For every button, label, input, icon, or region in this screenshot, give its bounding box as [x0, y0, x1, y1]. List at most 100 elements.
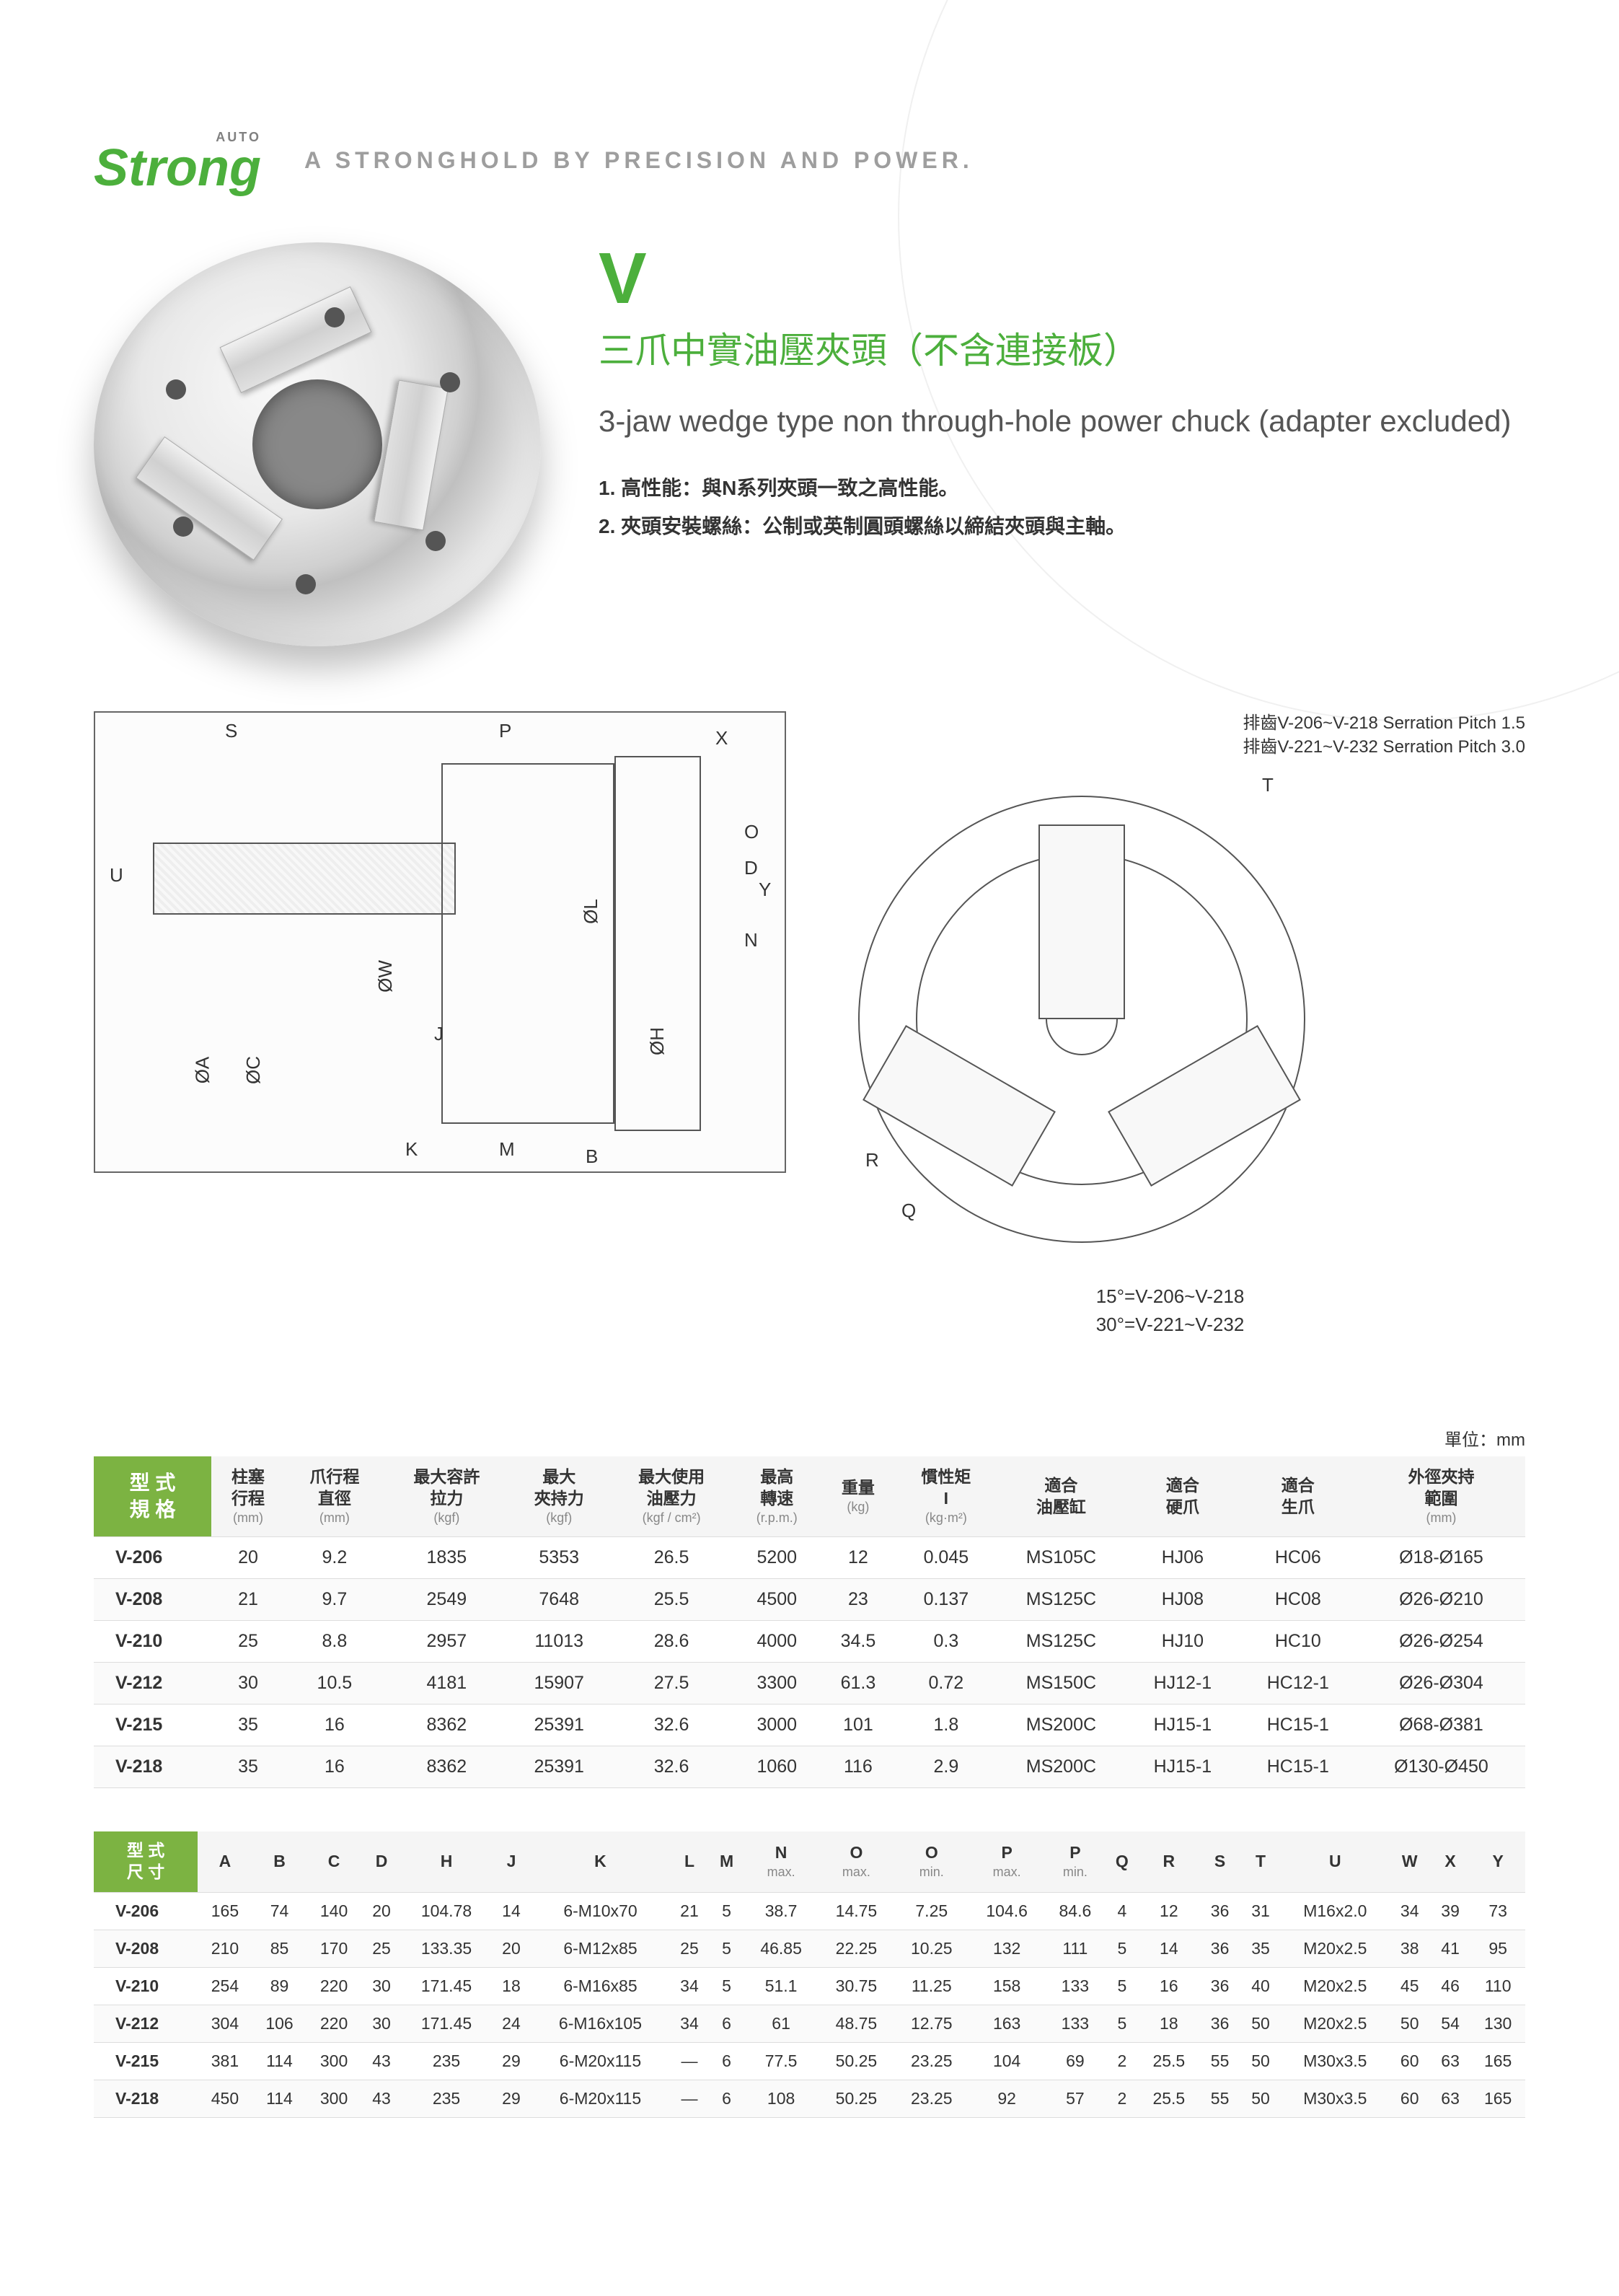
data-cell: 5 [1106, 1967, 1138, 2005]
data-cell: HC08 [1239, 1579, 1357, 1621]
model-cell: V-206 [94, 1892, 198, 1930]
data-cell: 130 [1470, 2005, 1525, 2042]
data-cell: 50 [1390, 2005, 1430, 2042]
spec-table-2: 型 式尺 寸ABCDHJKLMNmax.Omax.Omin.Pmax.Pmin.… [94, 1831, 1525, 2118]
data-cell: 46 [1430, 1967, 1470, 2005]
angle-label: 15°=V-206~V-218 [815, 1283, 1525, 1311]
model-letter: V [599, 242, 1525, 315]
data-cell: — [669, 2080, 710, 2117]
data-cell: 14 [491, 1892, 531, 1930]
data-cell: 43 [361, 2042, 402, 2080]
model-cell: V-208 [94, 1930, 198, 1967]
dim-label: ØC [242, 1056, 265, 1084]
col-header-model: 型 式尺 寸 [94, 1831, 198, 1892]
data-cell: 25 [669, 1930, 710, 1967]
model-cell: V-210 [94, 1621, 211, 1663]
data-cell: 25.5 [1138, 2080, 1199, 2117]
col-header: C [306, 1831, 361, 1892]
data-cell: HJ15-1 [1126, 1746, 1239, 1788]
data-cell: 9.7 [285, 1579, 384, 1621]
data-cell: 133 [1044, 1967, 1106, 2005]
data-cell: Ø18-Ø165 [1357, 1537, 1525, 1579]
model-cell: V-218 [94, 2080, 198, 2117]
data-cell: 300 [306, 2042, 361, 2080]
data-cell: 54 [1430, 2005, 1470, 2042]
model-cell: V-210 [94, 1967, 198, 2005]
col-header: W [1390, 1831, 1430, 1892]
data-cell: 35 [211, 1705, 285, 1746]
data-cell: 6-M16x105 [531, 2005, 669, 2042]
data-cell: 89 [252, 1967, 307, 2005]
data-cell: 170 [306, 1930, 361, 1967]
data-cell: 6 [710, 2005, 744, 2042]
data-cell: 12 [820, 1537, 896, 1579]
data-cell: 14 [1138, 1930, 1199, 1967]
data-cell: 171.45 [402, 1967, 491, 2005]
data-cell: 8362 [384, 1746, 509, 1788]
data-cell: 10.5 [285, 1663, 384, 1705]
dim-label: ØL [580, 899, 602, 924]
col-header: D [361, 1831, 402, 1892]
col-header: L [669, 1831, 710, 1892]
data-cell: HJ08 [1126, 1579, 1239, 1621]
dim-label: B [586, 1145, 598, 1168]
col-header: 適合生爪 [1239, 1456, 1357, 1537]
data-cell: 50.25 [819, 2080, 894, 2117]
data-cell: M20x2.5 [1281, 1930, 1389, 1967]
col-header: X [1430, 1831, 1470, 1892]
data-cell: 20 [211, 1537, 285, 1579]
feature-item: 1. 高性能：與N系列夾頭一致之高性能。 [599, 469, 1525, 507]
data-cell: 25391 [509, 1746, 609, 1788]
data-cell: 27.5 [609, 1663, 733, 1705]
data-cell: 6-M16x85 [531, 1967, 669, 2005]
data-cell: 92 [969, 2080, 1044, 2117]
data-cell: 16 [285, 1705, 384, 1746]
data-cell: 235 [402, 2042, 491, 2080]
front-angle-labels: 15°=V-206~V-218 30°=V-221~V-232 [815, 1283, 1525, 1339]
data-cell: 6-M12x85 [531, 1930, 669, 1967]
data-cell: 25 [361, 1930, 402, 1967]
col-header: T [1240, 1831, 1281, 1892]
col-header: B [252, 1831, 307, 1892]
col-header: M [710, 1831, 744, 1892]
col-header: K [531, 1831, 669, 1892]
data-cell: 61 [744, 2005, 819, 2042]
data-cell: 73 [1470, 1892, 1525, 1930]
data-cell: 61.3 [820, 1663, 896, 1705]
data-cell: 36 [1199, 1967, 1240, 2005]
col-header: R [1138, 1831, 1199, 1892]
data-cell: 20 [361, 1892, 402, 1930]
col-header: 最大使用油壓力(kgf / cm²) [609, 1456, 733, 1537]
data-cell: 116 [820, 1746, 896, 1788]
data-cell: 2.9 [896, 1746, 996, 1788]
data-cell: 133 [1044, 2005, 1106, 2042]
data-cell: 111 [1044, 1930, 1106, 1967]
col-header: 爪行程直徑(mm) [285, 1456, 384, 1537]
data-cell: 29 [491, 2042, 531, 2080]
table-row: V-206209.21835535326.55200120.045MS105CH… [94, 1537, 1525, 1579]
data-cell: 35 [1240, 1930, 1281, 1967]
data-cell: 43 [361, 2080, 402, 2117]
col-header: 適合油壓缸 [996, 1456, 1126, 1537]
data-cell: 34.5 [820, 1621, 896, 1663]
col-header: Pmax. [969, 1831, 1044, 1892]
col-header: Omin. [894, 1831, 969, 1892]
data-cell: 50 [1240, 2042, 1281, 2080]
data-cell: MS125C [996, 1621, 1126, 1663]
table-row: V-210258.829571101328.6400034.50.3MS125C… [94, 1621, 1525, 1663]
data-cell: 30.75 [819, 1967, 894, 2005]
data-cell: 95 [1470, 1930, 1525, 1967]
data-cell: HJ12-1 [1126, 1663, 1239, 1705]
data-cell: 106 [252, 2005, 307, 2042]
data-cell: 2549 [384, 1579, 509, 1621]
data-cell: 60 [1390, 2080, 1430, 2117]
data-cell: Ø26-Ø304 [1357, 1663, 1525, 1705]
data-cell: 18 [491, 1967, 531, 2005]
table-row: V-2123010.541811590727.5330061.30.72MS15… [94, 1663, 1525, 1705]
data-cell: MS105C [996, 1537, 1126, 1579]
dim-label: K [405, 1138, 418, 1161]
table-row: V-21230410622030171.45246-M16x1053466148… [94, 2005, 1525, 2042]
data-cell: 5353 [509, 1537, 609, 1579]
product-photo [94, 242, 541, 646]
table-row: V-208219.72549764825.54500230.137MS125CH… [94, 1579, 1525, 1621]
